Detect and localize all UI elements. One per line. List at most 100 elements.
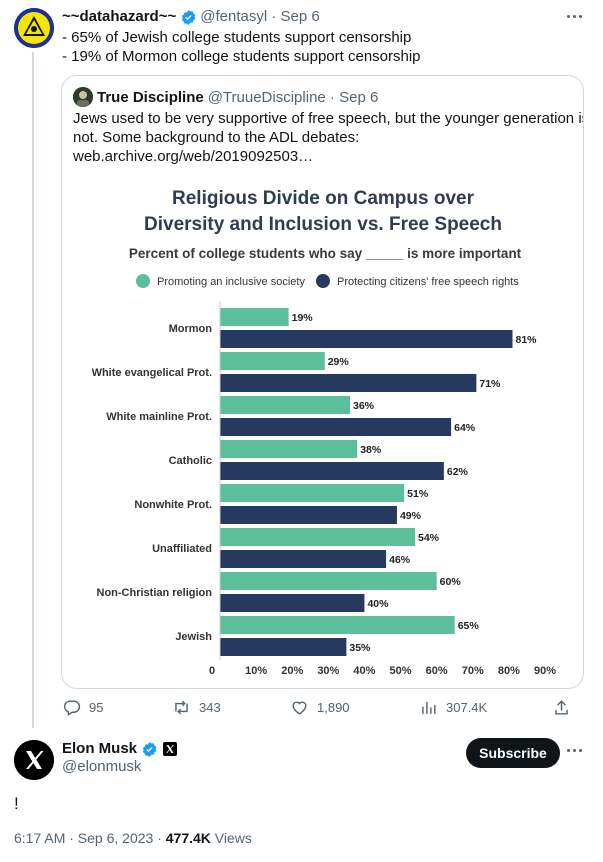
quote-author-handle: @TruueDiscipline: [207, 88, 326, 106]
reply-icon: [63, 700, 81, 716]
views-button[interactable]: 307.4K: [419, 698, 487, 717]
avatar[interactable]: [14, 8, 54, 48]
category-label: Unaffiliated: [152, 543, 212, 555]
bar-value-label: 54%: [418, 532, 440, 544]
category-label: Nonwhite Prot.: [134, 499, 212, 511]
bar: [220, 396, 350, 414]
chart-image[interactable]: Religious Divide on Campus over Diversit…: [71, 178, 575, 680]
tweet-text-line: - 65% of Jewish college students support…: [62, 29, 412, 46]
bar: [220, 616, 455, 634]
chart-title-line: Diversity and Inclusion vs. Free Speech: [144, 214, 502, 235]
retweet-count: 343: [199, 700, 221, 715]
bar: [220, 462, 444, 480]
x-tick-label: 20%: [281, 665, 303, 677]
x-tick-label: 90%: [534, 665, 556, 677]
more-options-icon[interactable]: [563, 742, 587, 760]
thread-line: [32, 52, 34, 728]
x-tick-label: 0: [209, 665, 215, 677]
chart-title-line: Religious Divide on Campus over: [172, 188, 475, 209]
share-button[interactable]: [552, 698, 579, 717]
author-handle[interactable]: @elonmusk: [62, 758, 142, 775]
category-label: Jewish: [175, 631, 212, 643]
subscribe-button[interactable]: Subscribe: [466, 738, 560, 768]
quote-text-line: Jews used to be very supportive of free …: [73, 110, 584, 127]
bar: [220, 638, 347, 656]
bar: [220, 594, 365, 612]
category-label: Non-Christian religion: [97, 587, 213, 599]
category-label: White evangelical Prot.: [92, 367, 212, 379]
tweet-date[interactable]: Sep 6: [280, 8, 320, 25]
bar-value-label: 19%: [292, 312, 314, 324]
category-label: Mormon: [169, 323, 213, 335]
profile-photo-icon: [73, 87, 93, 107]
views-count: 307.4K: [446, 700, 488, 715]
reply-button[interactable]: 95: [62, 698, 103, 717]
chart-bars: 19% 81% 29% 71% 36% 64% 38% 62% 51% 49% 54% 46% 60% 4…: [220, 308, 537, 656]
x-logo-icon: [14, 740, 54, 780]
verified-icon: [180, 9, 197, 26]
bar: [220, 528, 415, 546]
bar: [220, 330, 513, 348]
x-affiliate-icon[interactable]: [163, 742, 178, 756]
chart-legend: Promoting an inclusive society Protecting…: [136, 274, 519, 288]
author-name[interactable]: Elon Musk: [62, 740, 138, 757]
quote-text-line: web.archive.org/web/2019092503…: [73, 148, 314, 165]
bar-value-label: 38%: [360, 444, 382, 456]
analytics-icon: [422, 701, 436, 714]
legend-label: Protecting citizens' free speech rights: [337, 276, 519, 288]
bar-chart: Religious Divide on Campus over Diversit…: [92, 188, 557, 677]
views-count: 477.4K: [165, 830, 211, 846]
bar-value-label: 29%: [328, 356, 350, 368]
views-label: Views: [210, 830, 252, 846]
bar-value-label: 71%: [479, 378, 501, 390]
quoted-tweet[interactable]: True Discipline @TruueDiscipline · Sep 6…: [61, 75, 584, 689]
bar: [220, 352, 325, 370]
category-label: White mainline Prot.: [106, 411, 212, 423]
quote-header: True Discipline @TruueDiscipline · Sep 6: [73, 87, 378, 107]
x-tick-label: 70%: [462, 665, 484, 677]
retweet-button[interactable]: 343: [172, 698, 221, 717]
category-label: Catholic: [169, 455, 212, 467]
reply-header: Elon Musk: [62, 740, 178, 758]
quote-date: Sep 6: [339, 88, 379, 106]
bar-value-label: 49%: [400, 510, 422, 522]
tweet: ~~datahazard~~ @fentasyl · Sep 6 - 65% o…: [14, 8, 587, 728]
author-name[interactable]: ~~datahazard~~: [62, 8, 177, 25]
bar-value-label: 64%: [454, 422, 476, 434]
legend-swatch: [136, 274, 150, 288]
bar: [220, 308, 289, 326]
tweet-text: - 65% of Jewish college students support…: [62, 28, 421, 66]
tweet-text-line: - 19% of Mormon college students support…: [62, 48, 421, 65]
bar: [220, 374, 477, 392]
x-tick-label: 40%: [353, 665, 375, 677]
author-handle[interactable]: @fentasyl: [200, 8, 268, 25]
quote-text-line: not. Some background to the ADL debates:: [73, 129, 360, 146]
like-count: 1,890: [317, 700, 350, 715]
avatar[interactable]: [14, 740, 54, 780]
tweet-header: ~~datahazard~~ @fentasyl · Sep 6: [62, 8, 320, 26]
x-tick-label: 50%: [390, 665, 412, 677]
bar-value-label: 62%: [447, 466, 469, 478]
bar-value-label: 40%: [367, 598, 389, 610]
like-button[interactable]: 1,890: [290, 698, 350, 717]
bar: [220, 484, 405, 502]
bar: [220, 440, 358, 458]
bar-value-label: 46%: [389, 554, 411, 566]
reply-text: !: [14, 794, 19, 813]
bar-value-label: 65%: [458, 620, 480, 632]
chart-category-labels: Mormon White evangelical Prot. White mainl…: [92, 323, 213, 643]
share-icon: [555, 700, 568, 715]
more-options-icon[interactable]: [563, 8, 587, 26]
bar-value-label: 51%: [407, 488, 429, 500]
tweet-timestamp[interactable]: 6:17 AM · Sep 6, 2023 ·: [14, 830, 166, 846]
chart-subtitle: Percent of college students who say ____…: [129, 246, 522, 261]
heart-icon: [292, 701, 307, 715]
bar-value-label: 35%: [349, 642, 371, 654]
avatar: [73, 87, 93, 107]
tweet-actions: 95 343 1,890 307.4K: [62, 698, 582, 720]
tweet-meta: 6:17 AM · Sep 6, 2023 · 477.4K Views: [14, 830, 252, 846]
reply-tweet: Elon Musk @elonmusk Subscribe ! 6:17 AM …: [0, 728, 603, 862]
separator-dot: ·: [267, 8, 281, 25]
separator-dot: ·: [325, 88, 340, 106]
bar-value-label: 36%: [353, 400, 375, 412]
